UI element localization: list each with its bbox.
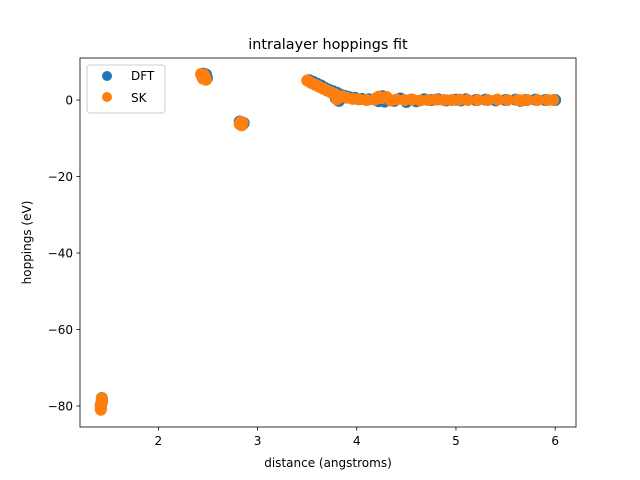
data-point-sk-15 [236, 117, 249, 130]
y-tick-label-3: −20 [48, 170, 73, 184]
x-tick-label-3: 3 [254, 434, 262, 448]
x-axis-ticks: 2 3 4 5 6 [155, 427, 559, 448]
x-tick-label-5: 5 [452, 434, 460, 448]
data-point-sk-11 [199, 73, 212, 86]
legend: DFT SK [86, 64, 166, 114]
data-point-sk-45 [471, 94, 484, 107]
y-tick-label-0: −80 [48, 399, 73, 413]
data-point-sk-5 [95, 392, 108, 405]
chart-title: intralayer hoppings fit [248, 37, 408, 53]
y-tick-label-4: 0 [65, 94, 73, 108]
y-tick-label-1: −60 [48, 323, 73, 337]
data-point-sk-48 [501, 94, 514, 107]
data-point-sk-54 [547, 94, 560, 107]
legend-marker-sk [102, 92, 112, 102]
series-sk [94, 68, 560, 416]
y-axis-ticks: −80 −60 −40 −20 0 [48, 94, 80, 413]
y-tick-label-2: −40 [48, 247, 73, 261]
legend-label-sk: SK [131, 91, 148, 105]
data-point-sk-52 [531, 94, 544, 107]
x-tick-label-4: 4 [353, 434, 361, 448]
x-tick-label-6: 6 [551, 434, 559, 448]
points-layer [94, 67, 562, 416]
data-point-sk-46 [481, 94, 494, 107]
x-tick-label-2: 2 [155, 434, 163, 448]
data-point-sk-47 [491, 93, 504, 106]
data-point-sk-51 [521, 94, 534, 107]
data-point-sk-44 [461, 94, 474, 107]
y-axis-label: hoppings (eV) [20, 201, 34, 285]
plot-frame [79, 57, 577, 428]
x-axis-label: distance (angstroms) [264, 456, 392, 470]
legend-label-dft: DFT [131, 69, 155, 83]
legend-marker-dft [102, 71, 112, 81]
